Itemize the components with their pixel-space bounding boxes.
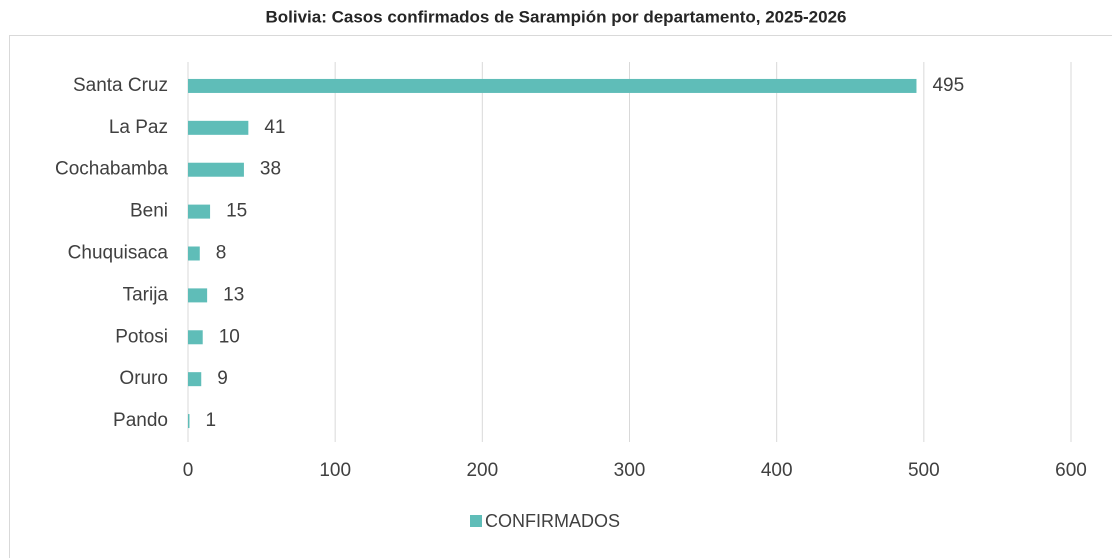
value-label: 9 <box>217 368 228 389</box>
x-tick-label: 300 <box>614 460 646 481</box>
value-label: 13 <box>223 284 244 305</box>
y-tick-label: Potosi <box>115 326 168 347</box>
y-tick-label: La Paz <box>109 117 168 138</box>
x-tick-label: 0 <box>183 460 194 481</box>
value-label: 38 <box>260 159 281 180</box>
legend-label: CONFIRMADOS <box>485 511 620 531</box>
bar <box>188 330 203 345</box>
x-tick-label: 400 <box>761 460 793 481</box>
bar <box>188 78 917 93</box>
y-tick-label: Beni <box>130 201 168 222</box>
x-tick-label: 600 <box>1055 460 1087 481</box>
x-tick-label: 100 <box>319 460 351 481</box>
value-label: 495 <box>932 75 964 96</box>
value-label: 10 <box>219 326 240 347</box>
bar <box>188 246 200 261</box>
y-tick-label: Cochabamba <box>55 159 168 180</box>
value-label: 8 <box>216 243 227 264</box>
value-label: 41 <box>264 117 285 138</box>
bar <box>188 162 244 177</box>
y-tick-label: Pando <box>113 410 168 431</box>
bar <box>188 288 208 303</box>
bar <box>188 204 211 219</box>
y-tick-label: Santa Cruz <box>73 75 168 96</box>
bar <box>188 120 249 135</box>
value-label: 15 <box>226 201 247 222</box>
chart-title: Bolivia: Casos confirmados de Sarampión … <box>265 7 846 26</box>
x-tick-label: 500 <box>908 460 940 481</box>
x-tick-label: 200 <box>466 460 498 481</box>
value-label: 1 <box>205 410 216 431</box>
bar <box>188 372 202 387</box>
y-tick-label: Chuquisaca <box>68 243 169 264</box>
y-tick-label: Oruro <box>119 368 168 389</box>
bar <box>188 414 190 429</box>
legend-swatch <box>470 515 482 527</box>
y-tick-label: Tarija <box>123 284 169 305</box>
chart-frame <box>9 35 1112 558</box>
